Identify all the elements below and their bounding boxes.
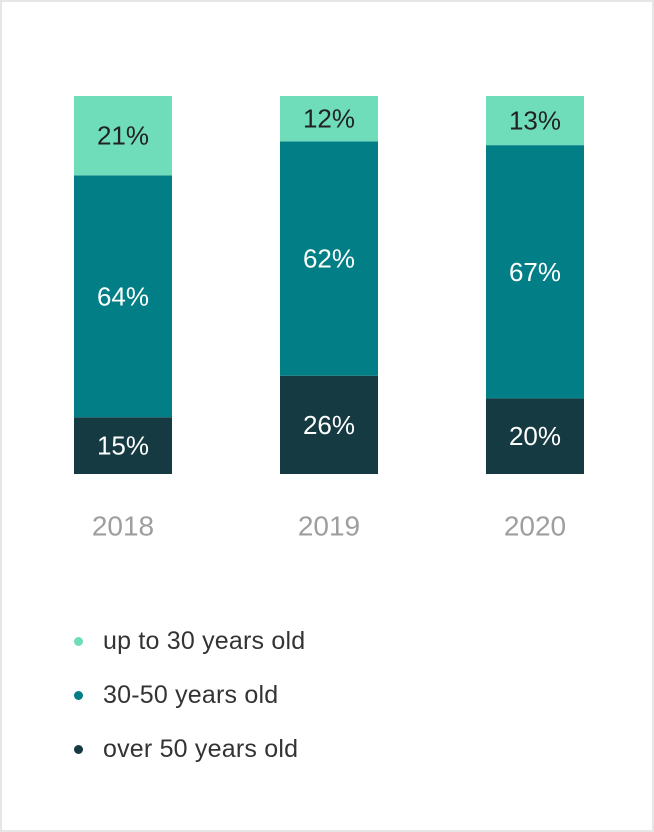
legend-dot-icon [74,636,83,646]
legend-dot-icon [74,744,83,754]
data-label-2020-0: 20% [509,421,561,451]
data-label-2019-0: 26% [303,410,355,440]
legend-item-up-to-30: up to 30 years old [74,614,305,668]
x-tick-label-2020: 2020 [504,511,566,542]
legend-item-over-50: over 50 years old [74,722,305,776]
stacked-bar-chart: 15% 64% 21% 2018 26% 62% 12% 2019 20% 67% 13% 2020 [74,96,584,542]
bar-segment-2019-0 [280,375,378,474]
data-label-2019-2: 12% [303,104,355,134]
bar-segment-2018-0 [74,417,172,474]
bar-segment-2020-0 [486,398,584,474]
data-label-2018-2: 21% [97,121,149,151]
bar-segment-2018-2 [74,96,172,176]
data-label-2020-1: 67% [509,257,561,287]
bar-segment-2018-1 [74,175,172,418]
x-tick-label-2018: 2018 [92,511,154,542]
bar-segment-2020-1 [486,145,584,399]
bar-segment-2019-2 [280,96,378,142]
legend: up to 30 years old 30-50 years old over … [74,614,305,776]
bar-segment-2019-1 [280,141,378,376]
legend-label: 30-50 years old [103,680,279,709]
legend-dot-icon [74,690,83,700]
legend-label: up to 30 years old [103,626,306,655]
data-label-2020-2: 13% [509,106,561,136]
bar-segment-2020-2 [486,96,584,146]
data-label-2018-1: 64% [97,281,149,311]
data-label-2019-1: 62% [303,244,355,274]
legend-item-30-50: 30-50 years old [74,668,305,722]
data-label-2018-0: 15% [97,431,149,461]
x-tick-label-2019: 2019 [298,511,360,542]
legend-label: over 50 years old [103,734,299,763]
